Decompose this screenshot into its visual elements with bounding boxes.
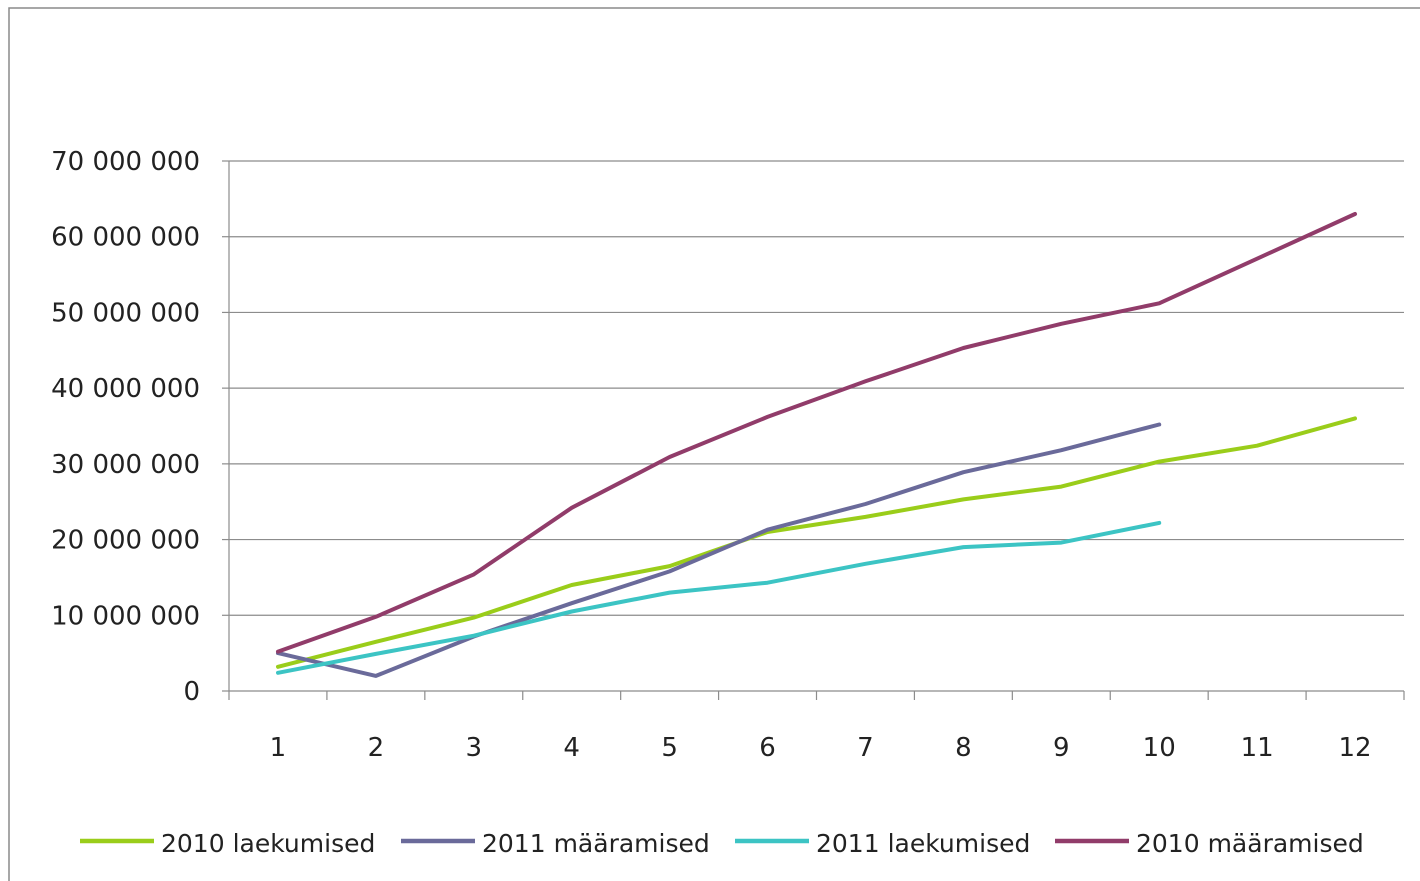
series-line-1 xyxy=(276,416,1357,669)
x-tick-labels: 1 2 3 4 5 6 7 8 9 10 11 12 xyxy=(270,733,1372,763)
y-tick-label: 10 000 000 xyxy=(51,601,200,631)
y-tick-label: 40 000 000 xyxy=(51,374,200,404)
x-tick-label: 8 xyxy=(955,733,972,763)
y-tick-label: 0 xyxy=(183,677,200,707)
y-tick-label: 20 000 000 xyxy=(51,526,200,556)
axes xyxy=(222,160,1405,700)
x-tick-label: 3 xyxy=(466,733,483,763)
series-line-2 xyxy=(276,422,1162,678)
x-tick-label: 1 xyxy=(270,733,287,763)
x-tick-label: 9 xyxy=(1053,733,1070,763)
y-tick-label: 70 000 000 xyxy=(51,147,200,177)
legend: 2010 laekumised 2011 määramised 2011 laeku… xyxy=(80,829,1364,858)
chart-border xyxy=(8,7,1420,881)
legend-label: 2010 määramised xyxy=(1136,829,1364,858)
x-tick-label: 4 xyxy=(563,733,580,763)
x-tick-label: 5 xyxy=(661,733,678,763)
x-tick-label: 7 xyxy=(857,733,874,763)
y-tick-label: 30 000 000 xyxy=(51,450,200,480)
series-line-4 xyxy=(276,212,1357,654)
legend-label: 2010 laekumised xyxy=(161,829,375,858)
x-tick-label: 11 xyxy=(1241,733,1274,763)
legend-label: 2011 laekumised xyxy=(816,829,1030,858)
series-line-3 xyxy=(276,520,1162,675)
x-tick-label: 6 xyxy=(759,733,776,763)
legend-label: 2011 määramised xyxy=(482,829,710,858)
y-tick-label: 60 000 000 xyxy=(51,223,200,253)
x-tick-label: 10 xyxy=(1143,733,1176,763)
x-tick-label: 2 xyxy=(368,733,385,763)
y-tick-label: 50 000 000 xyxy=(51,298,200,328)
x-tick-label: 12 xyxy=(1338,733,1371,763)
grid-lines xyxy=(229,160,1404,616)
y-tick-labels: 0 10 000 000 20 000 000 30 000 000 40 000 00… xyxy=(51,147,200,707)
series-lines xyxy=(276,212,1357,678)
